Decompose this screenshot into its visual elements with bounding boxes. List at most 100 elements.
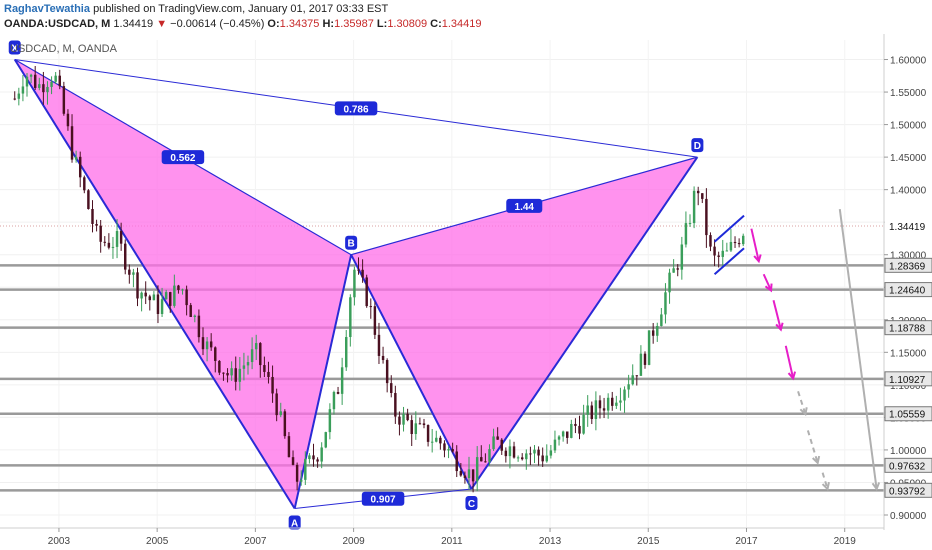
candle-body <box>696 190 700 194</box>
candle-body <box>148 296 152 301</box>
candle-body <box>304 459 307 480</box>
candle-body <box>291 457 295 465</box>
y-tick-label: 1.55000 <box>890 88 927 99</box>
candle-body <box>619 400 622 403</box>
candle-body <box>733 241 737 244</box>
author-link[interactable]: RaghavTewathia <box>4 3 90 15</box>
chart-title: USDCAD, M, OANDA <box>10 43 118 55</box>
candle-body <box>156 294 160 314</box>
projection-arrows <box>750 209 881 492</box>
candle-body <box>320 447 323 462</box>
candle-body <box>525 453 528 460</box>
candle-body <box>701 193 704 199</box>
candle-body <box>295 464 299 482</box>
candle-body <box>398 416 401 425</box>
candle-body <box>418 423 422 425</box>
candle-body <box>549 450 553 456</box>
candle-body <box>451 449 454 452</box>
x-tick-label: 2019 <box>834 536 857 547</box>
candle-body <box>214 347 217 361</box>
channel-lower <box>713 247 745 275</box>
candle-body <box>500 439 503 451</box>
candle-body <box>173 285 176 306</box>
symbol-label[interactable]: OANDA:USDCAD, M <box>4 18 111 30</box>
level-price-box <box>884 320 932 336</box>
candle-body <box>136 272 139 299</box>
candle-body <box>688 223 692 225</box>
pattern-point-label: X <box>11 44 18 55</box>
candle-body <box>660 314 663 327</box>
pattern-point-badge[interactable] <box>345 235 358 250</box>
candle-body <box>128 269 131 275</box>
candle-body <box>475 457 479 482</box>
harmonic-pattern[interactable]: 0.786 0.562 1.44 0.907 X A B C D <box>8 40 704 530</box>
candle-body <box>488 449 491 462</box>
candle-body <box>353 269 356 298</box>
pattern-point-label: B <box>348 239 355 250</box>
x-tick-label: 2005 <box>146 536 169 547</box>
candle-body <box>119 231 123 244</box>
candle-body <box>656 326 659 336</box>
y-tick-label: 0.90000 <box>890 511 927 522</box>
y-tick-label: 1.60000 <box>890 56 927 67</box>
publish-line: RaghavTewathia published on TradingView.… <box>4 3 388 15</box>
candle-body <box>668 272 671 293</box>
candle-body <box>70 126 74 160</box>
xab-triangle[interactable] <box>14 59 352 509</box>
candle-body <box>385 360 389 384</box>
candle-body <box>467 469 471 479</box>
level-price-label: 0.93792 <box>889 486 926 497</box>
candle-body <box>169 292 172 306</box>
arrow-2-head <box>764 283 773 293</box>
level-price-box <box>884 257 932 273</box>
candle-body <box>115 231 119 247</box>
x-tick-label: 2003 <box>48 536 71 547</box>
x-tick-label: 2017 <box>735 536 758 547</box>
candle-body <box>222 372 225 374</box>
arrow-5 <box>797 391 807 415</box>
pattern-point-badge[interactable] <box>288 515 301 530</box>
y-tick-label: 1.30000 <box>890 251 927 262</box>
candle-body <box>570 423 573 438</box>
level-price-box <box>884 282 932 298</box>
pattern-point-badge[interactable] <box>465 495 478 510</box>
arrow-1 <box>750 228 760 262</box>
y-tick-label: 1.10000 <box>890 381 927 392</box>
candle-body <box>463 475 467 479</box>
candle-body <box>676 268 679 270</box>
candle-body <box>692 190 696 224</box>
candle-body <box>426 425 430 442</box>
candle-body <box>283 411 287 437</box>
price-change: −0.00614 (−0.45%) <box>170 18 265 30</box>
ratio-badge <box>334 101 378 116</box>
candle-body <box>246 362 250 366</box>
candle-body <box>58 75 61 87</box>
bcd-triangle[interactable] <box>351 157 698 489</box>
candle-body <box>336 392 340 394</box>
candle-body <box>435 437 438 442</box>
arrow-3 <box>772 300 782 330</box>
level-price-label: 1.24640 <box>889 286 926 297</box>
candle-body <box>107 242 111 248</box>
candle-body <box>480 457 483 462</box>
candle-body <box>627 384 630 390</box>
candle-body <box>713 246 716 256</box>
candle-body <box>651 330 655 336</box>
pattern-point-badge[interactable] <box>8 40 21 55</box>
candle-body <box>590 405 594 420</box>
candle-body <box>62 86 66 114</box>
candle-body <box>471 469 475 482</box>
candle-body <box>541 455 544 462</box>
candle-body <box>13 98 16 100</box>
pattern-point-badge[interactable] <box>691 138 704 153</box>
level-price-box <box>884 482 932 498</box>
arrow-5-head <box>799 407 808 417</box>
ratio-label: 0.786 <box>344 104 369 115</box>
pattern-point-label: D <box>694 141 701 152</box>
candle-body <box>623 389 626 401</box>
candle-body <box>729 241 733 251</box>
candle-body <box>594 400 598 420</box>
candle-body <box>709 235 712 247</box>
candle-body <box>553 439 557 451</box>
